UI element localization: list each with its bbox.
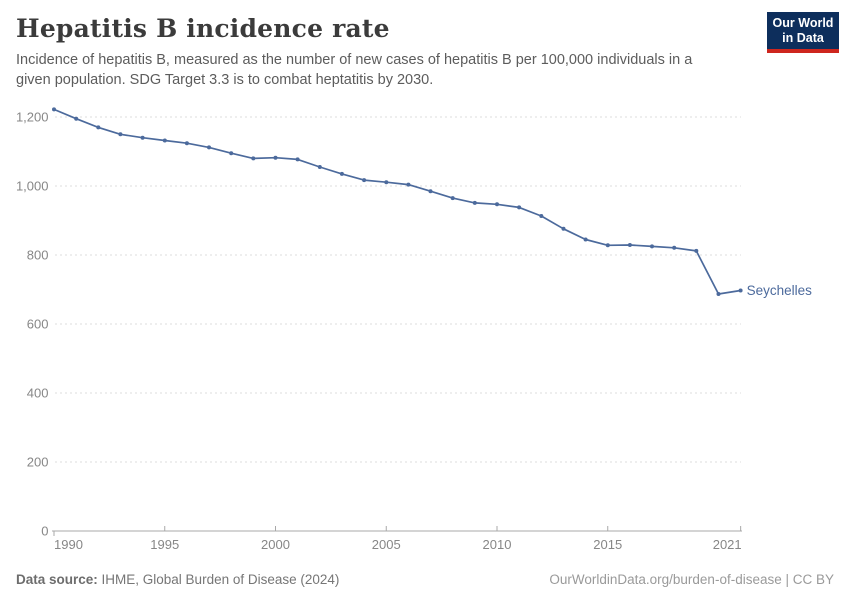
data-point[interactable] [295, 157, 300, 162]
y-axis-label: 1,200 [16, 110, 49, 125]
data-point[interactable] [118, 132, 123, 137]
data-point[interactable] [650, 244, 654, 249]
y-axis-label: 0 [41, 524, 48, 539]
data-point[interactable] [627, 243, 632, 247]
y-axis-label: 1,000 [16, 179, 49, 194]
data-point[interactable] [229, 151, 234, 156]
data-point[interactable] [140, 135, 145, 140]
chart-subtitle: Incidence of hepatitis B, measured as th… [16, 52, 693, 88]
data-point[interactable] [561, 226, 566, 231]
x-axis-label: 2021 [713, 537, 742, 552]
data-point[interactable] [162, 138, 167, 143]
data-point[interactable] [694, 248, 699, 253]
data-point[interactable] [74, 116, 79, 121]
y-axis-label: 200 [27, 455, 49, 470]
data-point[interactable] [207, 145, 211, 150]
data-point[interactable] [583, 237, 588, 242]
x-axis-label: 1990 [54, 537, 83, 552]
x-axis-label: 2010 [483, 537, 512, 552]
data-source-label: Data source: [16, 572, 98, 587]
data-source-text: IHME, Global Burden of Disease (2024) [97, 572, 340, 587]
data-point[interactable] [273, 155, 278, 160]
data-point[interactable] [716, 292, 721, 296]
x-axis-label: 2005 [372, 537, 401, 552]
y-axis-label: 600 [27, 317, 49, 332]
data-point[interactable] [428, 189, 433, 194]
data-point[interactable] [450, 196, 455, 201]
x-axis-label: 2000 [261, 537, 290, 552]
data-point[interactable] [317, 165, 322, 169]
entity-label[interactable]: Seychelles [747, 283, 813, 298]
data-source-note: Data source: IHME, Global Burden of Dise… [16, 572, 339, 587]
data-point[interactable] [738, 288, 743, 293]
owid-logo-line2: in Data [782, 31, 824, 45]
x-axis-label: 1995 [150, 537, 179, 552]
data-point[interactable] [362, 178, 367, 183]
data-point[interactable] [184, 141, 189, 146]
data-point[interactable] [517, 205, 522, 210]
y-axis-label: 400 [27, 386, 49, 401]
citation-link[interactable]: OurWorldinData.org/burden-of-disease | C… [549, 572, 834, 587]
y-axis-label: 800 [27, 248, 49, 263]
data-point[interactable] [96, 125, 101, 130]
data-point[interactable] [605, 243, 610, 248]
trend-line[interactable] [53, 108, 741, 295]
data-point[interactable] [672, 245, 677, 250]
page-title: Hepatitis B incidence rate [16, 14, 390, 43]
data-point[interactable] [472, 200, 477, 205]
data-point[interactable] [384, 180, 389, 185]
x-axis-label: 2015 [593, 537, 622, 552]
data-point[interactable] [406, 182, 411, 187]
data-point[interactable] [251, 156, 256, 161]
owid-logo-line1: Our World [772, 16, 834, 30]
data-point[interactable] [539, 214, 544, 218]
owid-logo[interactable]: Our World in Data [767, 12, 839, 53]
data-point[interactable] [495, 202, 499, 207]
owid-logo-red-bar [767, 49, 839, 53]
data-point[interactable] [52, 107, 56, 112]
owid-logo-text: Our World in Data [767, 12, 839, 49]
data-point[interactable] [339, 171, 344, 176]
